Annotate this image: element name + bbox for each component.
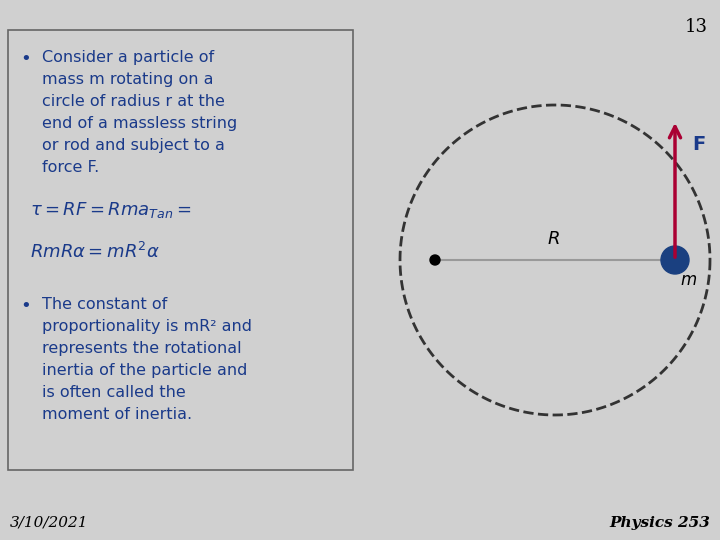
Text: •: •: [20, 297, 31, 315]
Text: proportionality is mR² and: proportionality is mR² and: [42, 319, 252, 334]
Bar: [8, 30, 353, 470]
Text: 13: 13: [685, 18, 708, 36]
Text: represents the rotational: represents the rotational: [42, 341, 242, 356]
Text: $\tau = RF = Rma_{Tan} =$: $\tau = RF = Rma_{Tan} =$: [30, 200, 192, 220]
Text: Physics 253: Physics 253: [609, 516, 710, 530]
Circle shape: [661, 246, 689, 274]
Text: circle of radius r at the: circle of radius r at the: [42, 94, 225, 109]
Text: $R$: $R$: [546, 230, 559, 248]
Text: $\mathbf{F}$: $\mathbf{F}$: [692, 136, 706, 154]
Text: moment of inertia.: moment of inertia.: [42, 407, 192, 422]
Text: •: •: [20, 50, 31, 68]
Text: mass m rotating on a: mass m rotating on a: [42, 72, 214, 87]
Text: is often called the: is often called the: [42, 385, 186, 400]
Text: or rod and subject to a: or rod and subject to a: [42, 138, 225, 153]
Circle shape: [430, 255, 440, 265]
Text: end of a massless string: end of a massless string: [42, 116, 238, 131]
Text: 3/10/2021: 3/10/2021: [10, 516, 89, 530]
Text: force F.: force F.: [42, 160, 99, 175]
Text: $RmR\alpha = mR^2\alpha$: $RmR\alpha = mR^2\alpha$: [30, 242, 160, 262]
Text: inertia of the particle and: inertia of the particle and: [42, 363, 248, 378]
Text: The constant of: The constant of: [42, 297, 167, 312]
Text: Consider a particle of: Consider a particle of: [42, 50, 214, 65]
Text: $m$: $m$: [680, 272, 697, 289]
